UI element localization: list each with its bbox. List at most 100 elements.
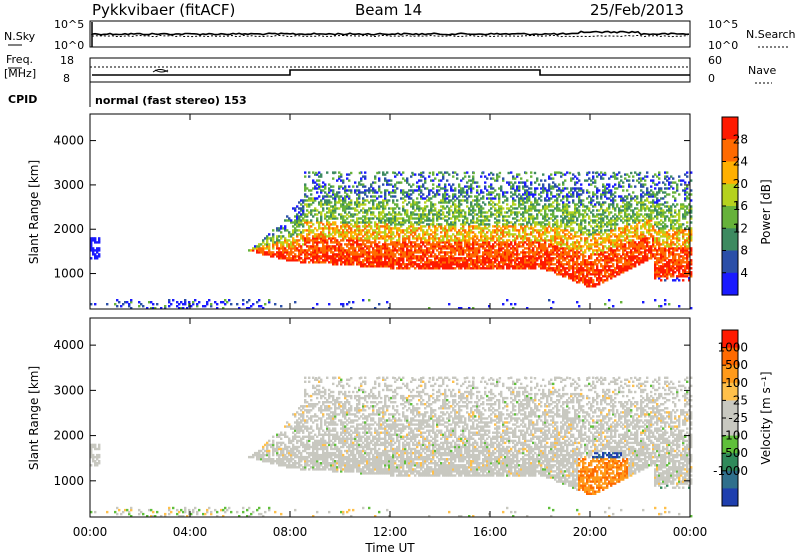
- power-cell: [354, 259, 357, 262]
- power-cell: [392, 251, 395, 254]
- power-cell: [562, 241, 565, 244]
- power-cell: [520, 241, 523, 244]
- power-cell: [458, 185, 461, 188]
- power-cell: [526, 243, 529, 246]
- power-cell: [426, 195, 429, 198]
- power-cell: [472, 181, 475, 184]
- power-cell: [468, 179, 471, 182]
- power-cell: [494, 197, 497, 200]
- power-cell: [586, 247, 589, 250]
- power-cell: [92, 239, 95, 242]
- power-cell: [500, 227, 503, 230]
- power-cell: [602, 281, 605, 284]
- power-cell: [398, 249, 401, 252]
- power-cell: [424, 249, 427, 252]
- power-cell: [500, 209, 503, 212]
- power-cell: [370, 227, 373, 230]
- power-cell: [286, 239, 289, 242]
- power-cell: [520, 199, 523, 202]
- power-cell: [318, 171, 321, 174]
- power-cell: [524, 189, 527, 192]
- power-cell: [378, 247, 381, 250]
- power-cell: [356, 189, 359, 192]
- power-cell: [484, 261, 487, 264]
- power-cell: [480, 211, 483, 214]
- power-cell: [220, 301, 223, 304]
- power-cell: [468, 207, 471, 210]
- power-cell: [454, 251, 457, 254]
- power-cell: [180, 301, 183, 304]
- power-cell: [332, 255, 335, 258]
- power-cell: [566, 243, 569, 246]
- power-cell: [526, 209, 529, 212]
- power-cell: [362, 191, 365, 194]
- power-cell: [488, 305, 491, 308]
- power-cell: [418, 207, 421, 210]
- power-cell: [458, 259, 461, 262]
- power-cell: [458, 247, 461, 250]
- power-cell: [614, 217, 617, 220]
- power-cell: [272, 251, 275, 254]
- power-cell: [524, 201, 527, 204]
- power-cell: [306, 203, 309, 206]
- power-cell: [340, 261, 343, 264]
- power-cell: [590, 219, 593, 222]
- power-cell: [394, 261, 397, 264]
- power-cell: [438, 189, 441, 192]
- power-cell: [588, 229, 591, 232]
- power-cell: [222, 307, 225, 310]
- power-cell: [448, 173, 451, 176]
- power-cell: [622, 235, 625, 238]
- power-cell: [472, 247, 475, 250]
- power-cell: [400, 253, 403, 256]
- power-cell: [564, 195, 567, 198]
- power-cell: [466, 217, 469, 220]
- power-cell: [350, 213, 353, 216]
- power-cell: [586, 191, 589, 194]
- power-cell: [322, 261, 325, 264]
- power-cell: [376, 255, 379, 258]
- power-cell: [472, 219, 475, 222]
- power-cell: [500, 259, 503, 262]
- power-cell: [412, 191, 415, 194]
- power-cell: [432, 205, 435, 208]
- power-cell: [492, 231, 495, 234]
- power-cell: [348, 231, 351, 234]
- power-cell: [558, 227, 561, 230]
- power-cell: [546, 249, 549, 252]
- power-cell: [554, 223, 557, 226]
- power-cell: [544, 243, 547, 246]
- power-cell: [428, 193, 431, 196]
- power-cell: [442, 173, 445, 176]
- power-cell: [606, 215, 609, 218]
- power-cell: [270, 253, 273, 256]
- power-cell: [354, 189, 357, 192]
- power-cell: [488, 173, 491, 176]
- power-cell: [398, 237, 401, 240]
- power-cell: [394, 255, 397, 258]
- power-cell: [354, 181, 357, 184]
- power-cell: [324, 237, 327, 240]
- power-cell: [414, 189, 417, 192]
- power-cell: [562, 239, 565, 242]
- power-cell: [366, 231, 369, 234]
- power-cell: [620, 301, 623, 304]
- power-cell: [548, 243, 551, 246]
- power-cell: [354, 209, 357, 212]
- power-cell: [604, 241, 607, 244]
- power-cell: [414, 245, 417, 248]
- power-cell: [396, 251, 399, 254]
- power-cell: [528, 267, 531, 270]
- power-cell: [372, 231, 375, 234]
- power-cell: [390, 265, 393, 268]
- power-cell: [596, 213, 599, 216]
- power-cell: [560, 237, 563, 240]
- power-cell: [574, 203, 577, 206]
- power-cell: [492, 173, 495, 176]
- power-cell: [414, 249, 417, 252]
- power-cell: [502, 193, 505, 196]
- power-cell: [580, 239, 583, 242]
- power-cell: [316, 261, 319, 264]
- power-cell: [454, 263, 457, 266]
- power-cell: [596, 241, 599, 244]
